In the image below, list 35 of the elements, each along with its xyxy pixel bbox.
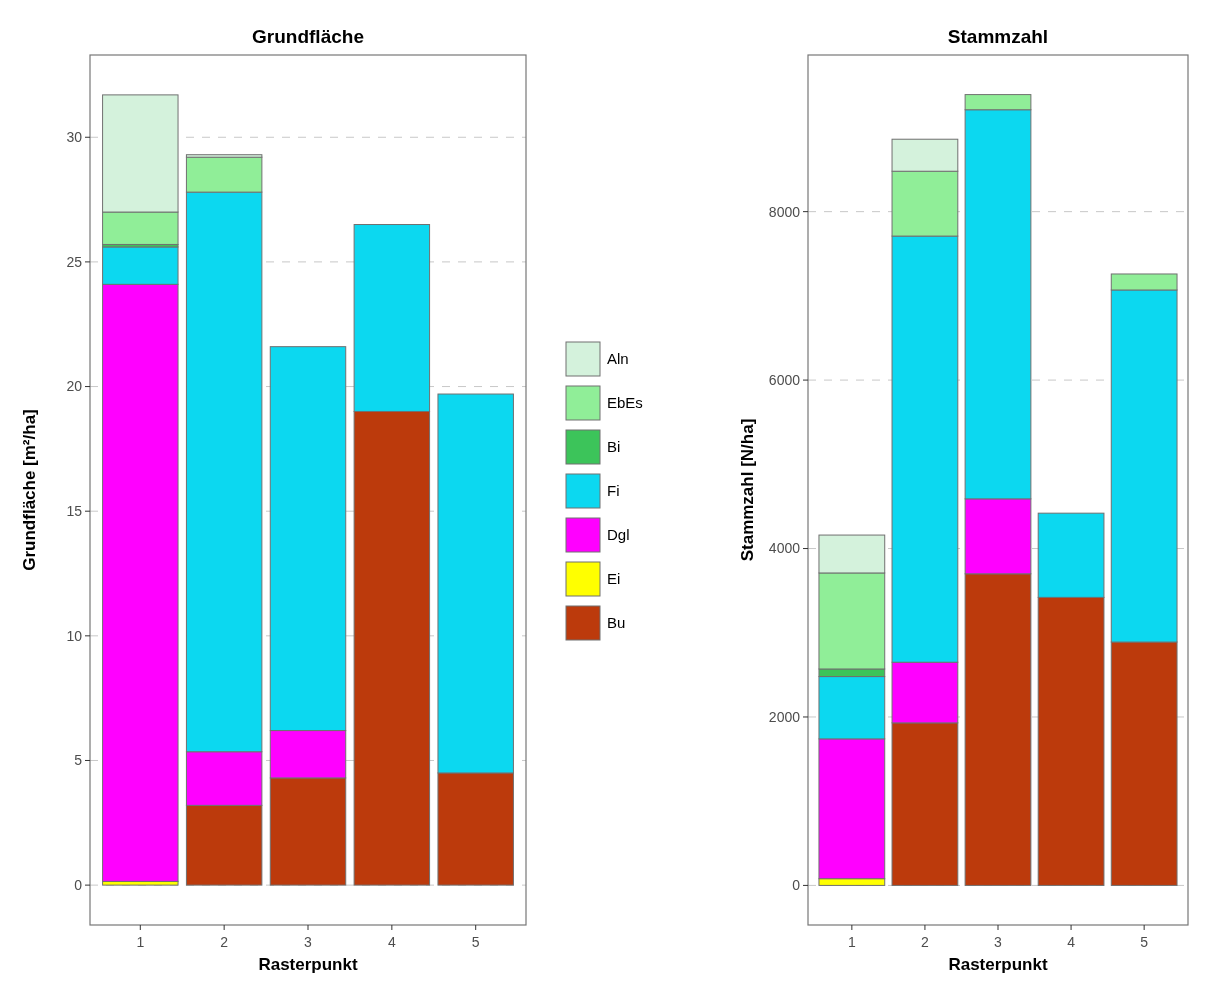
legend-label: Bi	[607, 438, 621, 456]
legend-label: Bu	[607, 614, 626, 632]
y-tick-label: 4000	[768, 540, 801, 557]
y-tick-label: 6000	[768, 371, 801, 388]
x-axis-title: Rasterpunkt	[258, 955, 358, 974]
y-tick-label: 0	[74, 877, 83, 894]
legend-label: Ei	[607, 570, 621, 588]
legend-label: Aln	[607, 350, 629, 368]
x-tick-label: 1	[136, 934, 145, 950]
legend-label: Fi	[607, 482, 620, 500]
x-tick-label: 3	[994, 934, 1003, 950]
chart-title: Stammzahl	[947, 26, 1049, 47]
y-tick-label: 25	[66, 253, 83, 270]
y-tick-label: 8000	[768, 203, 801, 220]
y-tick-label: 20	[66, 378, 83, 395]
x-tick-label: 3	[304, 934, 313, 950]
y-axis-title: Grundfläche [m²/ha]	[20, 409, 39, 571]
legend-label: Dgl	[607, 526, 630, 544]
x-axis-title: Rasterpunkt	[948, 955, 1048, 974]
y-tick-label: 10	[66, 627, 83, 644]
y-tick-label: 15	[66, 503, 83, 520]
x-tick-label: 4	[1067, 934, 1076, 950]
x-tick-label: 4	[387, 934, 396, 950]
x-tick-label: 5	[1140, 934, 1149, 950]
x-tick-label: 5	[471, 934, 480, 950]
x-tick-label: 2	[220, 934, 229, 950]
legend-label: EbEs	[607, 394, 643, 412]
y-tick-label: 2000	[768, 708, 801, 725]
x-tick-label: 2	[921, 934, 930, 950]
y-tick-label: 5	[74, 752, 83, 769]
y-tick-label: 30	[66, 129, 83, 146]
chart-title: Grundfläche	[252, 26, 364, 47]
y-tick-label: 0	[792, 877, 801, 894]
y-axis-title: Stammzahl [N/ha]	[738, 418, 757, 562]
x-tick-label: 1	[847, 934, 856, 950]
